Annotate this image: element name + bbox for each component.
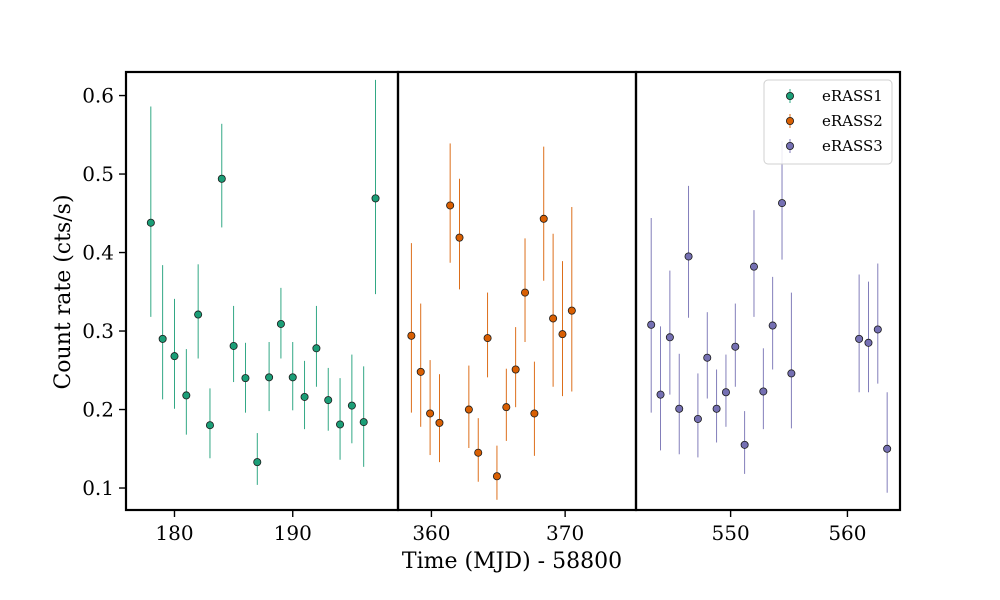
data-point	[435, 418, 444, 427]
data-point	[693, 414, 702, 423]
legend-item-eRASS3: eRASS3	[786, 137, 883, 155]
legend-marker	[786, 141, 795, 150]
x-tick-label: 180	[155, 521, 193, 545]
y-tick-label: 0.2	[82, 398, 114, 422]
y-tick-label: 0.6	[82, 84, 114, 108]
legend-marker	[786, 92, 795, 101]
data-point	[511, 365, 520, 374]
legend-item-eRASS2: eRASS2	[786, 112, 883, 130]
data-point	[170, 352, 179, 361]
series-eRASS2	[407, 143, 576, 500]
data-point	[336, 420, 345, 429]
data-point	[194, 310, 203, 319]
x-tick-label: 550	[712, 521, 750, 545]
panels-layer: 180 190 360 370 550 560	[124, 70, 902, 545]
data-point	[656, 390, 665, 399]
data-point	[549, 314, 558, 323]
data-point	[276, 319, 285, 328]
data-point	[205, 421, 214, 430]
x-axis-label: Time (MJD) - 58800	[402, 549, 622, 574]
data-point	[864, 338, 873, 347]
y-tick-label: 0.4	[82, 241, 114, 265]
data-point	[530, 409, 539, 418]
data-point	[502, 403, 511, 412]
data-point	[873, 325, 882, 334]
data-point	[521, 288, 530, 297]
data-point	[759, 387, 768, 396]
data-point	[492, 472, 501, 481]
data-point	[359, 418, 368, 427]
y-tick-label: 0.1	[82, 476, 114, 500]
data-point	[416, 367, 425, 376]
data-point	[647, 320, 656, 329]
legend-label: eRASS1	[822, 87, 883, 105]
legend-label: eRASS2	[822, 112, 883, 130]
data-point	[455, 233, 464, 242]
data-point	[312, 344, 321, 353]
data-point	[665, 333, 674, 342]
data-point	[146, 218, 155, 227]
data-point	[883, 444, 892, 453]
x-tick-label: 360	[412, 521, 450, 545]
data-point	[158, 334, 167, 343]
data-point	[217, 174, 226, 183]
data-point	[712, 404, 721, 413]
data-point	[474, 448, 483, 457]
legend-label: eRASS3	[822, 137, 883, 155]
panel-frame	[634, 70, 902, 512]
data-point	[446, 201, 455, 210]
data-point	[241, 374, 250, 383]
legend-item-eRASS1: eRASS1	[786, 87, 883, 105]
data-point	[265, 373, 274, 382]
data-point	[539, 214, 548, 223]
legend: eRASS1 eRASS2 eRASS3	[763, 79, 893, 165]
data-point	[324, 396, 333, 405]
y-tick-label: 0.3	[82, 319, 114, 343]
data-point	[347, 401, 356, 410]
series-eRASS1	[146, 79, 380, 485]
panel-3: 550 560	[634, 70, 902, 545]
data-point	[768, 321, 777, 330]
data-point	[253, 458, 262, 467]
data-point	[778, 199, 787, 208]
data-point	[567, 306, 576, 315]
data-point	[558, 330, 567, 339]
y-axis-label: Count rate (cts/s)	[51, 194, 76, 389]
legend-marker	[786, 117, 795, 126]
panel-1: 180 190	[124, 70, 400, 545]
data-point	[288, 373, 297, 382]
x-tick-label: 370	[546, 521, 584, 545]
legend-box	[763, 79, 893, 165]
data-point	[426, 409, 435, 418]
data-point	[407, 331, 416, 340]
data-point	[749, 262, 758, 271]
data-point	[855, 334, 864, 343]
data-point	[300, 392, 309, 401]
data-point	[731, 342, 740, 351]
data-point	[182, 391, 191, 400]
y-tick-label: 0.5	[82, 162, 114, 186]
x-tick-label: 560	[828, 521, 866, 545]
data-point	[721, 388, 730, 397]
data-point	[371, 194, 380, 203]
data-point	[787, 369, 796, 378]
y-axis: 0.1 0.2 0.3 0.4 0.5 0.6	[82, 84, 126, 500]
data-point	[703, 353, 712, 362]
data-point	[483, 334, 492, 343]
x-tick-label: 190	[274, 521, 312, 545]
data-point	[229, 341, 238, 350]
data-point	[684, 252, 693, 261]
data-point	[675, 404, 684, 413]
data-point	[740, 440, 749, 449]
series-eRASS3	[647, 141, 892, 493]
data-point	[464, 405, 473, 414]
